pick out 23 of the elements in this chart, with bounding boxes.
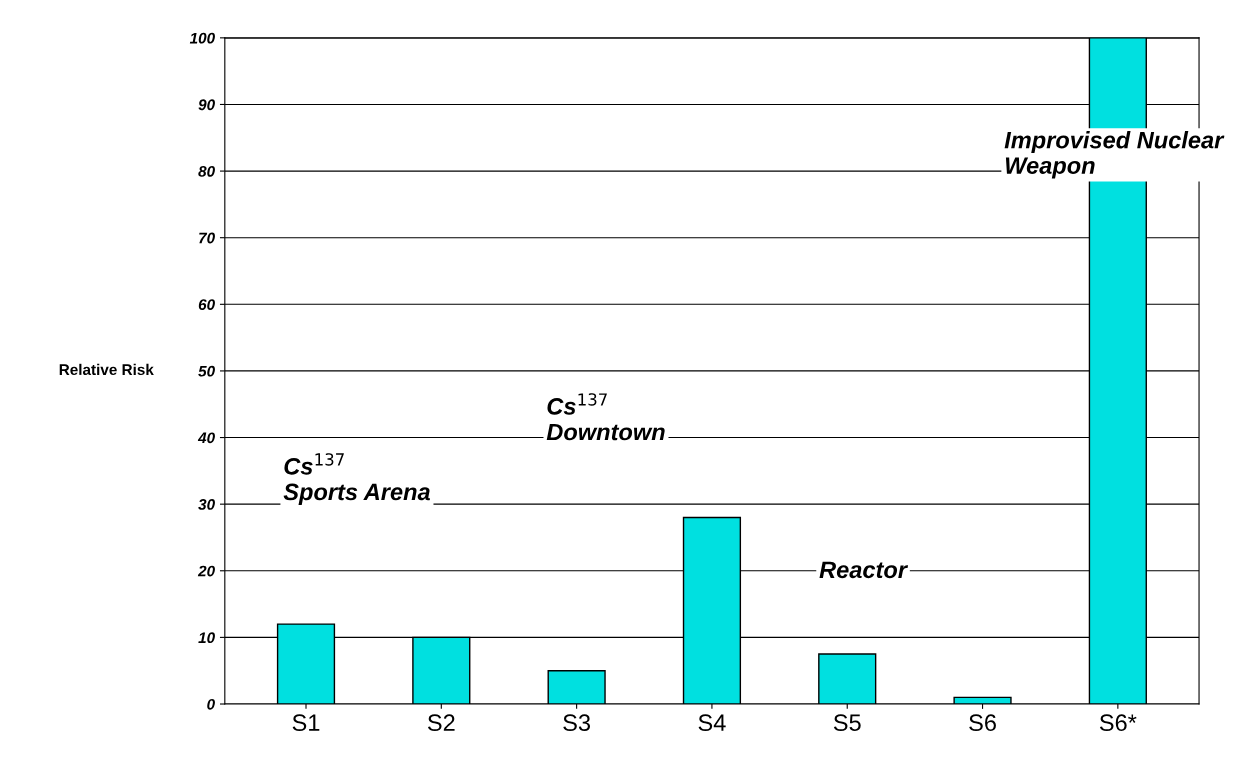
annotation: Cs$^{137}$ Sports Arena [283,453,430,505]
x-tick-label: S6* [1099,714,1137,732]
annotation: Reactor [819,561,909,579]
x-tick-label: S4 [698,714,726,732]
y-tick-label: 30 [198,499,215,510]
y-tick-label: 100 [189,32,215,44]
x-tick-label: S6 [969,714,996,732]
y-tick-label: 90 [198,99,215,111]
x-tick-label: S1 [292,714,320,732]
y-tick-label: 20 [197,565,215,577]
y-tick-label: 80 [198,165,215,177]
y-tick-label: 70 [199,232,215,244]
y-tick-label: 0 [207,698,215,710]
y-tick-label: 10 [198,632,215,644]
x-tick-label: S5 [833,714,861,732]
y-tick-label: 50 [198,365,215,377]
y-tick-label: 60 [198,299,215,310]
annotation: Cs$^{137}$ Downtown [546,393,665,441]
x-tick-label: S2 [427,714,455,732]
x-tick-label: S3 [563,714,591,732]
y-tick-label: 40 [197,432,215,444]
y-axis-title: Relative Risk [59,363,154,376]
annotation: Improvised Nuclear Weapon [1004,131,1225,179]
